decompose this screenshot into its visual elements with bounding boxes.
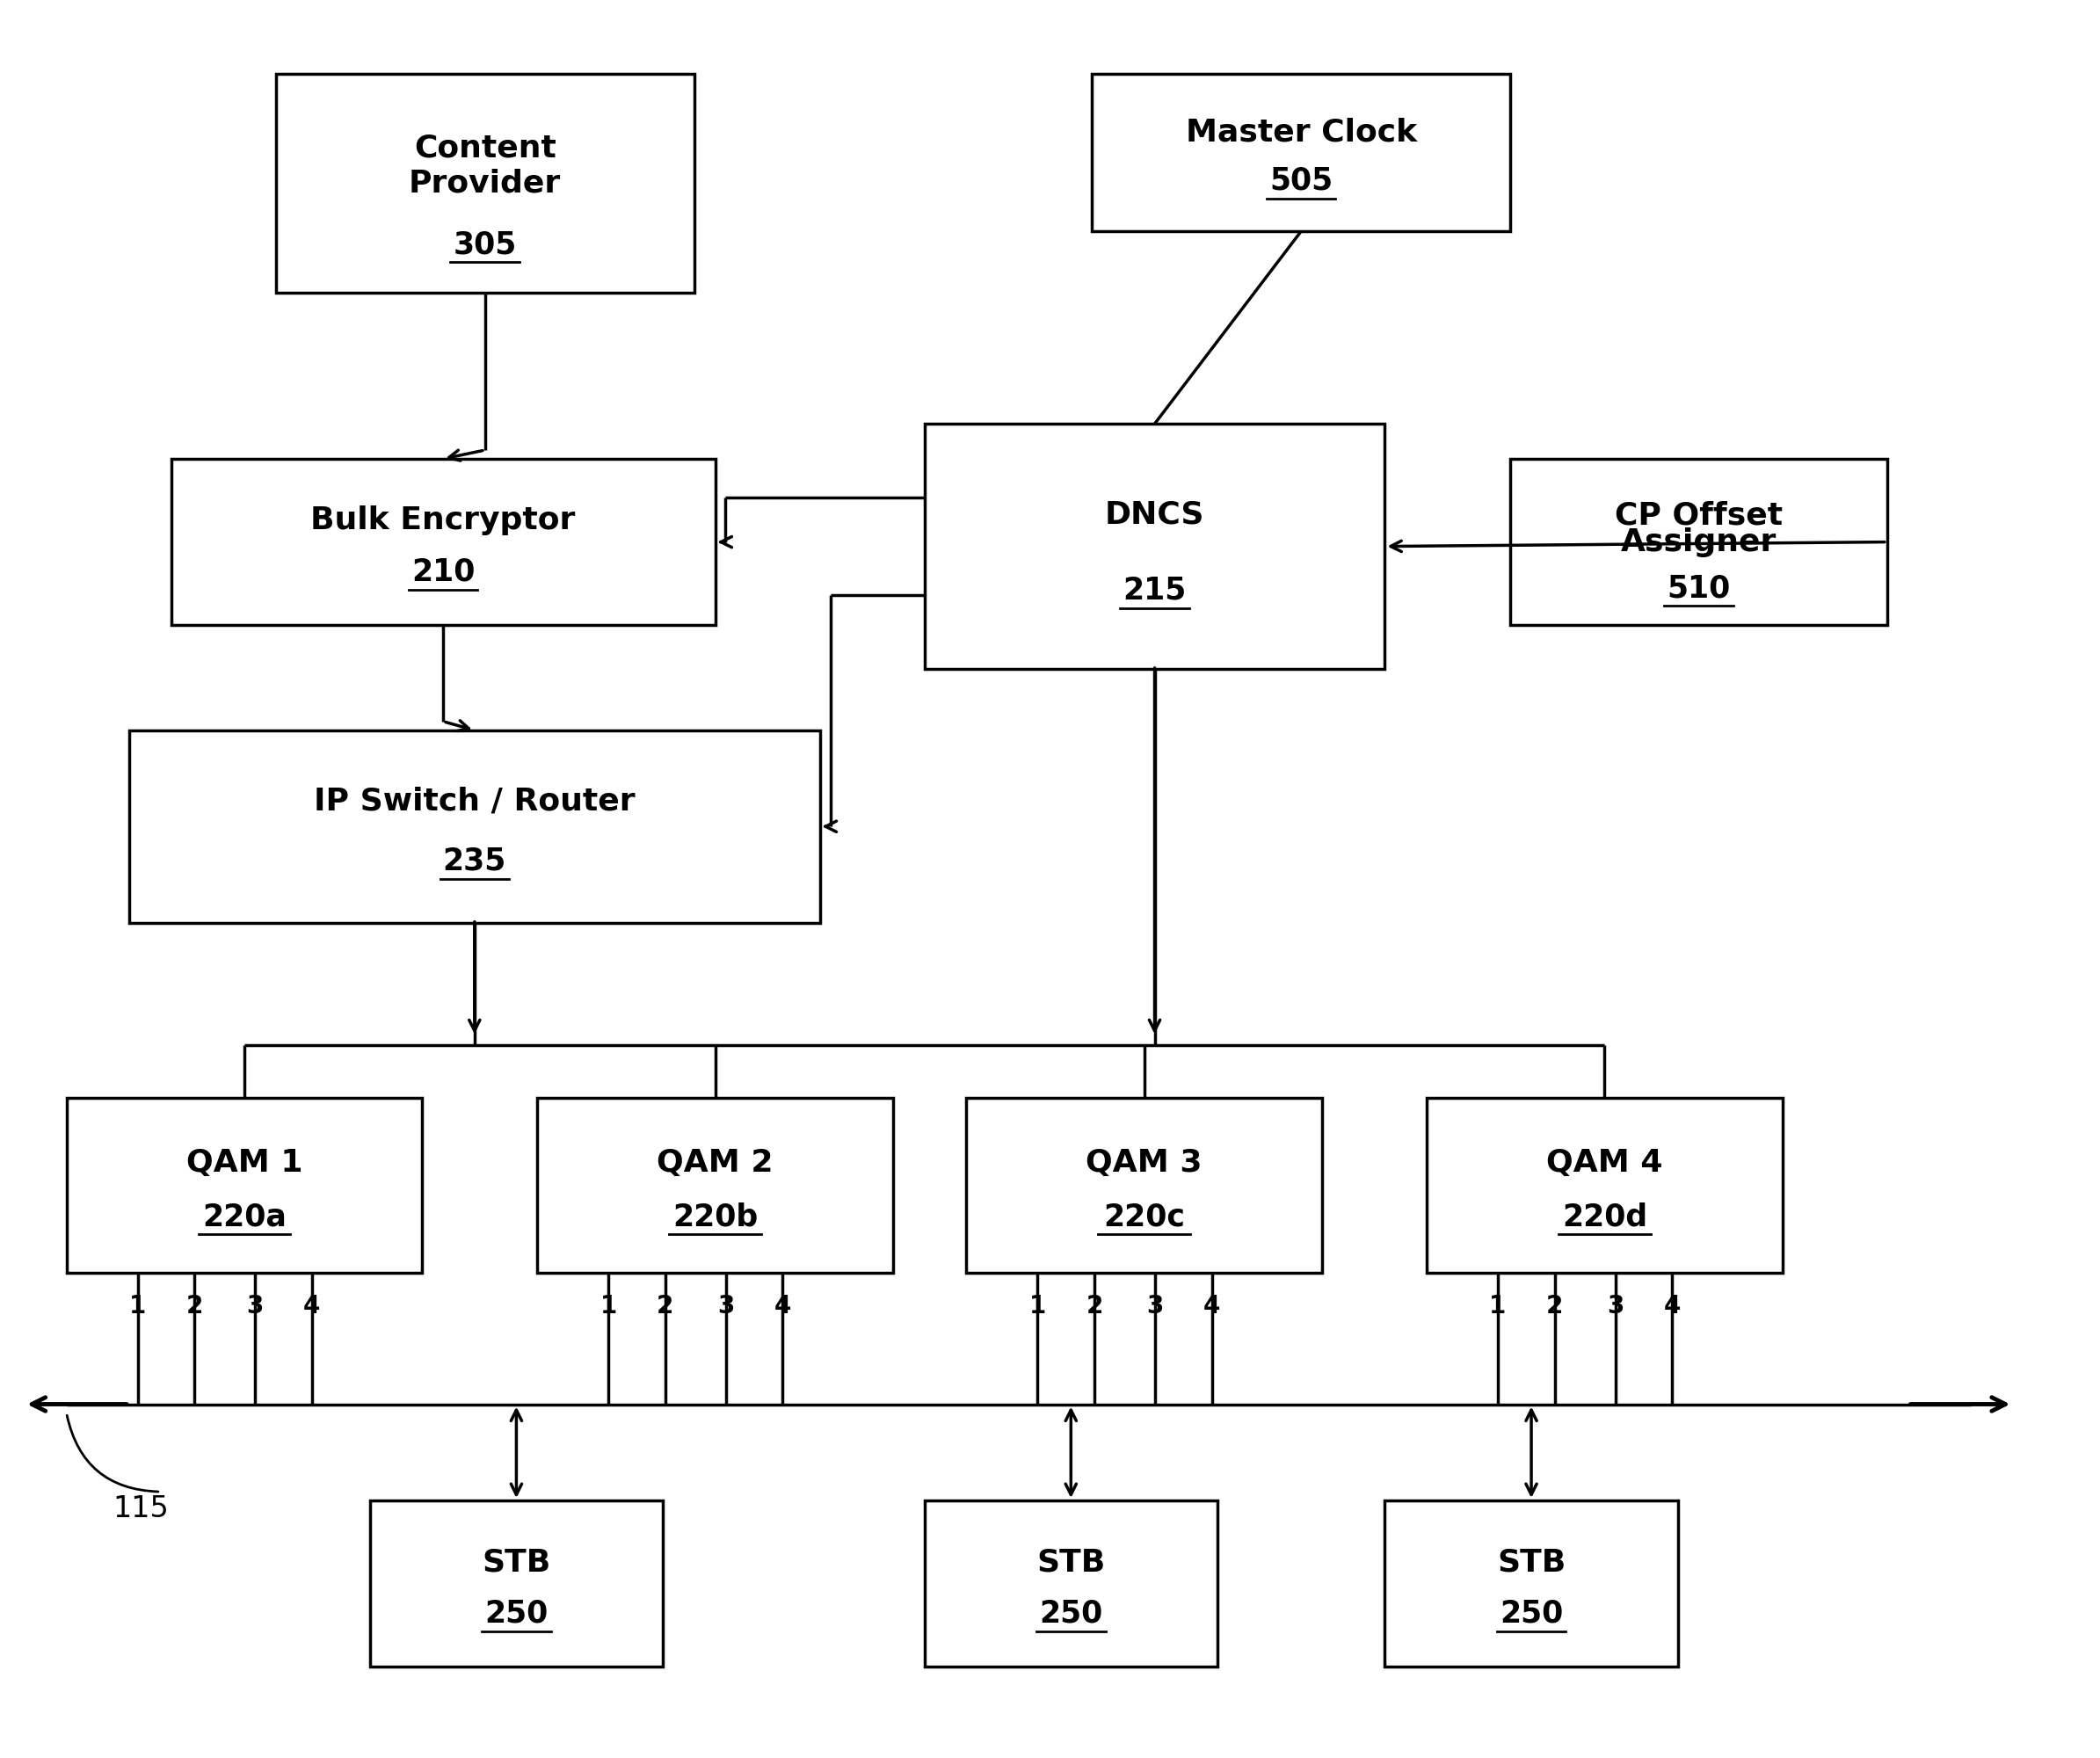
Bar — [924, 424, 1384, 668]
Text: 2: 2 — [1546, 1294, 1562, 1318]
Text: 1: 1 — [1029, 1294, 1046, 1318]
Text: DNCS: DNCS — [1105, 499, 1205, 529]
Text: 220d: 220d — [1562, 1202, 1646, 1232]
Bar — [370, 1501, 664, 1667]
Bar — [170, 459, 716, 626]
Bar — [1384, 1501, 1678, 1667]
Text: 505: 505 — [1268, 165, 1333, 195]
Text: 1: 1 — [601, 1294, 617, 1318]
Text: IP Switch / Router: IP Switch / Router — [313, 786, 634, 816]
Text: QAM 4: QAM 4 — [1546, 1148, 1663, 1178]
Text: QAM 3: QAM 3 — [1086, 1148, 1203, 1178]
Text: 305: 305 — [454, 230, 517, 260]
Text: QAM 2: QAM 2 — [657, 1148, 773, 1178]
Text: STB: STB — [1497, 1547, 1567, 1577]
Text: 4: 4 — [1203, 1294, 1220, 1318]
Text: 115: 115 — [113, 1494, 168, 1524]
Text: STB: STB — [1037, 1547, 1105, 1577]
Bar — [1426, 1097, 1783, 1273]
Text: 2: 2 — [657, 1294, 674, 1318]
Text: QAM 1: QAM 1 — [187, 1148, 302, 1178]
Text: 1: 1 — [1489, 1294, 1506, 1318]
Bar — [1092, 74, 1510, 232]
Text: 250: 250 — [485, 1598, 548, 1628]
Text: Provider: Provider — [410, 169, 561, 199]
Text: 210: 210 — [412, 557, 475, 587]
Text: 215: 215 — [1124, 575, 1186, 605]
Text: 3: 3 — [1606, 1294, 1623, 1318]
Text: 235: 235 — [443, 846, 506, 875]
Text: Content: Content — [414, 134, 556, 163]
Text: 4: 4 — [302, 1294, 321, 1318]
Bar — [538, 1097, 892, 1273]
Bar — [130, 730, 819, 923]
Text: 220c: 220c — [1102, 1202, 1184, 1232]
Text: Master Clock: Master Clock — [1186, 118, 1418, 148]
Text: 3: 3 — [1147, 1294, 1163, 1318]
Bar — [966, 1097, 1323, 1273]
Text: 4: 4 — [775, 1294, 792, 1318]
Text: 220b: 220b — [672, 1202, 758, 1232]
Text: 4: 4 — [1663, 1294, 1680, 1318]
Bar — [275, 74, 695, 292]
Text: 1: 1 — [128, 1294, 147, 1318]
Text: 510: 510 — [1667, 573, 1730, 603]
Text: 3: 3 — [718, 1294, 735, 1318]
Text: 2: 2 — [1086, 1294, 1102, 1318]
Text: Assigner: Assigner — [1621, 527, 1777, 557]
Text: Bulk Encryptor: Bulk Encryptor — [311, 506, 575, 536]
Text: CP Offset: CP Offset — [1615, 501, 1783, 531]
Text: STB: STB — [483, 1547, 550, 1577]
Text: 250: 250 — [1499, 1598, 1562, 1628]
Text: 220a: 220a — [202, 1202, 286, 1232]
Text: 250: 250 — [1040, 1598, 1102, 1628]
Bar — [67, 1097, 422, 1273]
Bar — [924, 1501, 1218, 1667]
Text: 2: 2 — [187, 1294, 204, 1318]
Text: 3: 3 — [246, 1294, 262, 1318]
Bar — [1510, 459, 1888, 626]
